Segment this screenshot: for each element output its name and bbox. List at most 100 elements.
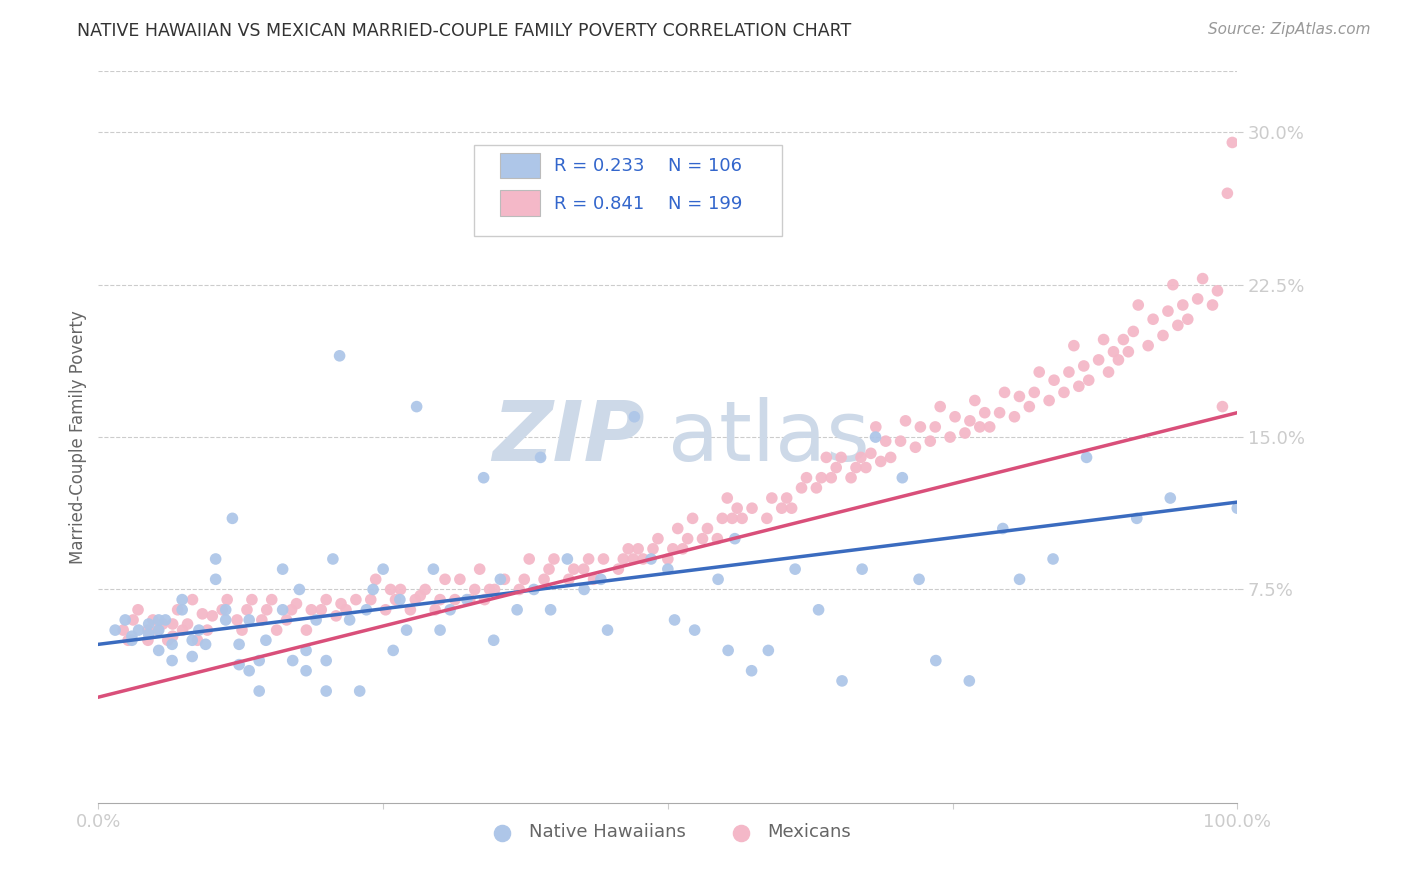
Point [160, 654, 183, 668]
Point [388, 592, 411, 607]
Point [1206, 284, 1229, 298]
Point [156, 633, 179, 648]
Point [191, 607, 214, 621]
Point [181, 649, 204, 664]
Point [810, 471, 832, 485]
Point [1057, 365, 1080, 379]
Point [756, 643, 779, 657]
Point [322, 552, 344, 566]
Point [641, 541, 664, 556]
Point [558, 572, 581, 586]
Point [247, 654, 270, 668]
Point [1122, 325, 1144, 339]
Point [529, 450, 551, 465]
Point [706, 532, 728, 546]
Point [562, 562, 585, 576]
Point [780, 501, 803, 516]
Point [1008, 389, 1031, 403]
Point [1226, 501, 1249, 516]
Point [389, 582, 412, 597]
Point [920, 434, 942, 449]
Point [434, 572, 457, 586]
Point [464, 582, 486, 597]
Point [1171, 298, 1194, 312]
Point [973, 406, 995, 420]
Point [925, 654, 948, 668]
Point [725, 501, 748, 516]
Point [830, 450, 852, 465]
Point [315, 592, 337, 607]
Point [122, 613, 145, 627]
Point [382, 643, 405, 657]
Point [194, 637, 217, 651]
Point [640, 552, 662, 566]
Point [1102, 344, 1125, 359]
Point [943, 409, 966, 424]
Point [894, 414, 917, 428]
Point [859, 446, 882, 460]
Point [969, 420, 991, 434]
Point [181, 592, 204, 607]
Text: NATIVE HAWAIIAN VS MEXICAN MARRIED-COUPLE FAMILY POVERTY CORRELATION CHART: NATIVE HAWAIIAN VS MEXICAN MARRIED-COUPL… [77, 22, 852, 40]
Point [855, 460, 877, 475]
Point [399, 603, 422, 617]
Point [543, 552, 565, 566]
Point [474, 592, 496, 607]
Point [456, 592, 478, 607]
Point [458, 592, 481, 607]
Point [1211, 400, 1233, 414]
Point [851, 562, 873, 576]
Point [148, 613, 170, 627]
Point [142, 613, 165, 627]
Point [513, 572, 536, 586]
Point [627, 541, 650, 556]
Point [364, 572, 387, 586]
Point [361, 582, 384, 597]
Point [721, 511, 744, 525]
Point [335, 603, 357, 617]
Point [741, 664, 763, 678]
Point [439, 603, 461, 617]
Point [1038, 393, 1060, 408]
Text: ZIP: ZIP [492, 397, 645, 477]
Point [468, 562, 491, 576]
Point [1142, 312, 1164, 326]
Point [891, 471, 914, 485]
Point [707, 572, 730, 586]
Point [572, 582, 595, 597]
Point [557, 552, 579, 566]
Point [924, 420, 946, 434]
Point [1004, 409, 1026, 424]
Point [1128, 298, 1150, 312]
Point [963, 393, 986, 408]
Point [592, 552, 614, 566]
Point [540, 603, 562, 617]
Point [696, 521, 718, 535]
Point [717, 643, 740, 657]
Point [121, 633, 143, 648]
Point [904, 440, 927, 454]
Point [582, 572, 605, 586]
Point [839, 471, 862, 485]
Point [657, 552, 679, 566]
Point [339, 613, 361, 627]
Point [664, 613, 686, 627]
Point [578, 552, 600, 566]
Point [309, 603, 332, 617]
Point [422, 562, 444, 576]
Point [166, 603, 188, 617]
Point [360, 592, 382, 607]
Point [176, 617, 198, 632]
Point [226, 613, 249, 627]
Point [250, 613, 273, 627]
Point [211, 603, 233, 617]
Point [330, 597, 353, 611]
Point [957, 673, 980, 688]
Point [741, 501, 763, 516]
Point [276, 613, 298, 627]
Point [494, 572, 516, 586]
Text: N = 199: N = 199 [668, 194, 742, 212]
Point [612, 552, 634, 566]
Point [429, 592, 451, 607]
Point [724, 532, 747, 546]
